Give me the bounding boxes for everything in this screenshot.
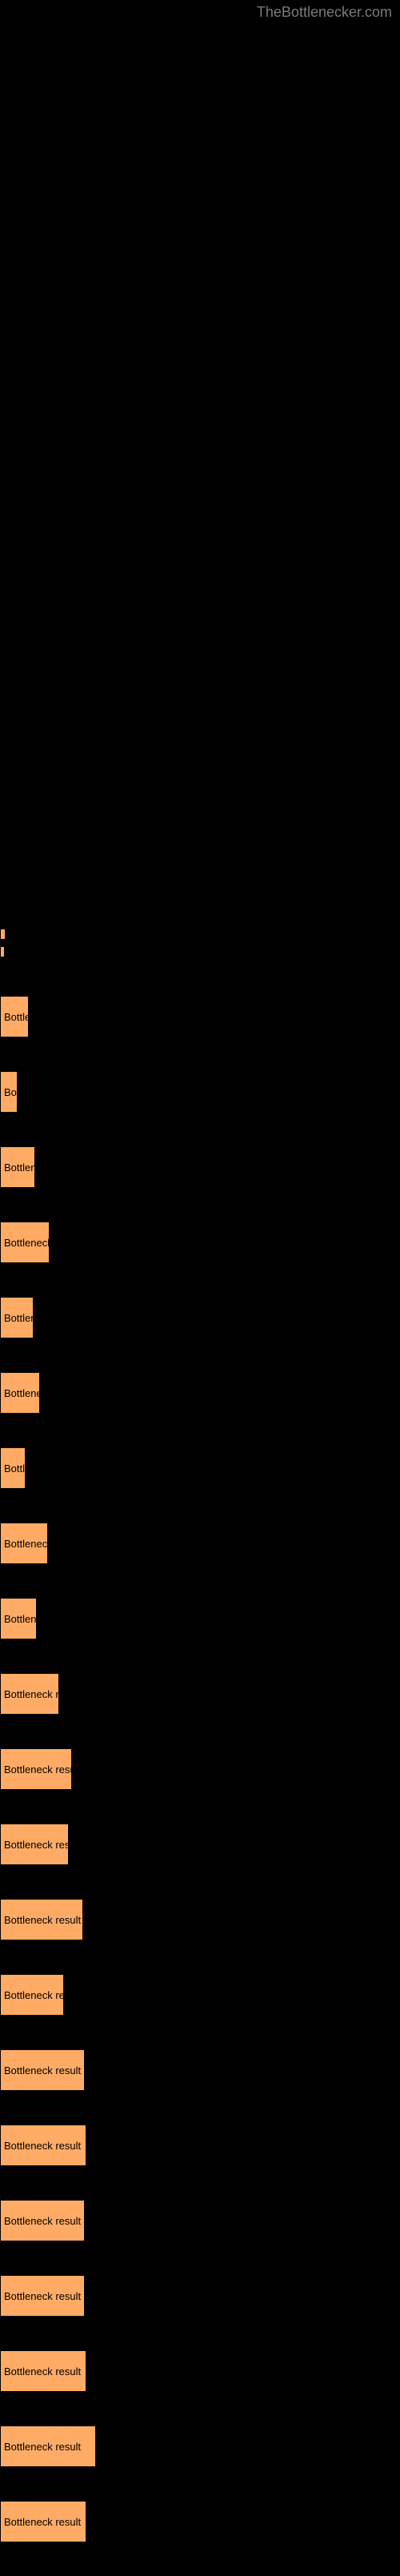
bar-label: Bottleneck result	[4, 1914, 81, 1926]
bar-fill: Bottleneck	[0, 1222, 50, 1263]
bar-fill: Bottleneck res	[0, 1974, 64, 2016]
bar-row: Bottleneck result	[0, 2200, 400, 2241]
bar-fill: Bottleneck resu	[0, 1673, 59, 1715]
bar-row: Bottleneck result	[0, 1899, 400, 1940]
bar-fill: Bottleneck result	[0, 1748, 72, 1790]
bar-label: Bottle	[4, 1011, 28, 1023]
bar-label: Bo	[4, 1086, 17, 1098]
bar-label: Bottlene	[4, 1613, 36, 1625]
bar-row: Bottlen	[0, 1297, 400, 1338]
bar-label: Bottleneck result	[4, 2140, 81, 2152]
bar-fill: Bottle	[0, 996, 29, 1037]
bar-fill: Bottlen	[0, 1297, 34, 1338]
bar-row: Bottleneck resu	[0, 1673, 400, 1715]
bar-label: Bottleneck	[4, 1237, 49, 1249]
bar-label: Bottlene	[4, 1162, 34, 1174]
bar-label: Bottlenec	[4, 1387, 39, 1399]
small-bar-row	[0, 929, 400, 943]
bar-row: Bottleneck result	[0, 2125, 400, 2166]
bar-label: Bottleneck result	[4, 1839, 68, 1851]
bar-fill: Bottleneck result	[0, 1824, 69, 1865]
bar-fill: Bottleneck result	[0, 2125, 86, 2166]
bar-row: Bottlene	[0, 1598, 400, 1639]
bar-row: Bottleneck result	[0, 2426, 400, 2467]
bar-label: Bottlen	[4, 1312, 33, 1324]
bar-fill: Bottleneck result	[0, 2200, 85, 2241]
bar-fill: Bottleneck r	[0, 1523, 48, 1564]
bar-fill: Bottleneck result	[0, 1899, 83, 1940]
bar-row: Bottlenec	[0, 1372, 400, 1414]
bar-fill: Bottleneck result	[0, 2049, 85, 2091]
bar-fill: Bo	[0, 1071, 18, 1113]
bar-row: Bottleneck r	[0, 1523, 400, 1564]
bar-fill: Bottlene	[0, 1598, 37, 1639]
bar-label: Bottleneck res	[4, 1989, 63, 2001]
watermark-text: TheBottlenecker.com	[257, 4, 392, 21]
bar-label: Bottleneck result	[4, 2365, 81, 2377]
bar-fill: Bottle	[0, 1447, 26, 1489]
small-bar-fill	[0, 946, 5, 957]
bar-fill: Bottlenec	[0, 1372, 40, 1414]
bar-row: Bottle	[0, 1447, 400, 1489]
bar-label: Bottleneck result	[4, 2516, 81, 2528]
bar-row: Bottleneck	[0, 1222, 400, 1263]
bar-fill: Bottleneck result	[0, 2501, 86, 2542]
bar-row: Bottle	[0, 996, 400, 1037]
bar-label: Bottleneck result	[4, 2441, 81, 2453]
bar-label: Bottleneck resu	[4, 1688, 58, 1700]
bar-row: Bottleneck result	[0, 2501, 400, 2542]
bar-fill: Bottleneck result	[0, 2426, 96, 2467]
bar-row: Bottleneck result	[0, 1824, 400, 1865]
bar-row: Bottleneck res	[0, 1974, 400, 2016]
bar-label: Bottleneck result	[4, 2290, 81, 2302]
bar-row: Bottleneck result	[0, 1748, 400, 1790]
bar-fill: Bottlene	[0, 1146, 35, 1188]
bar-fill: Bottleneck result	[0, 2350, 86, 2392]
bar-row: Bottleneck result	[0, 2275, 400, 2317]
bar-label: Bottleneck result	[4, 1763, 71, 1776]
bar-row: Bottleneck result	[0, 2350, 400, 2392]
bar-fill: Bottleneck result	[0, 2275, 85, 2317]
chart-container: Bottle Bo Bottlene Bottleneck Bottlen Bottlen…	[0, 0, 400, 2542]
bar-row: Bo	[0, 1071, 400, 1113]
bar-label: Bottleneck result	[4, 2064, 81, 2076]
small-bar-row	[0, 946, 400, 961]
bar-label: Bottleneck result	[4, 2215, 81, 2227]
bar-label: Bottle	[4, 1463, 25, 1475]
small-bar-fill	[0, 929, 6, 940]
bar-row: Bottlene	[0, 1146, 400, 1188]
bar-row: Bottleneck result	[0, 2049, 400, 2091]
bar-label: Bottleneck r	[4, 1538, 47, 1550]
